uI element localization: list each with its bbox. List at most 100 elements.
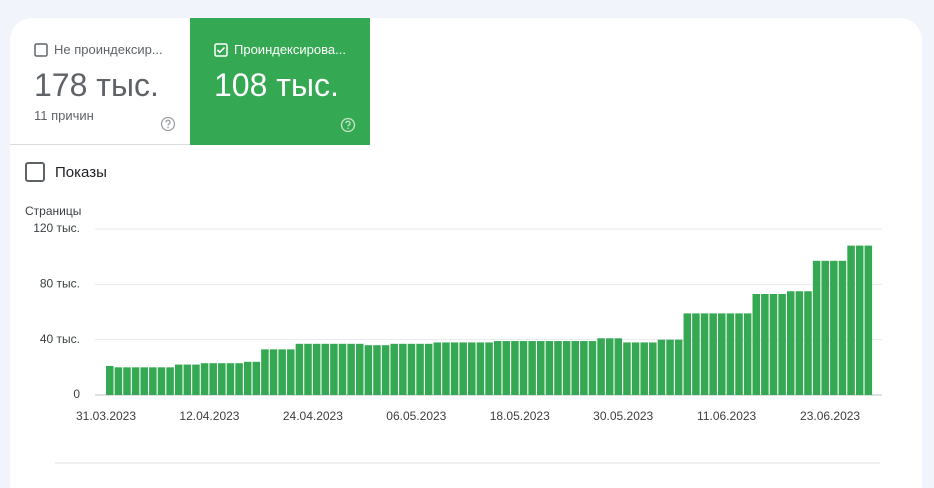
bar	[657, 339, 666, 395]
tab-not-indexed[interactable]: Не проиндексир... 178 тыс. 11 причин	[10, 18, 190, 145]
bar	[364, 345, 373, 395]
bar	[468, 342, 476, 395]
bar	[338, 343, 347, 395]
bar	[528, 341, 536, 395]
bar	[683, 313, 692, 395]
tab-header: Проиндексирова...	[214, 42, 370, 57]
bar	[649, 342, 657, 395]
bar	[554, 341, 562, 395]
bar	[519, 341, 528, 395]
bar	[355, 343, 364, 395]
bar	[174, 364, 183, 395]
bar	[485, 342, 493, 395]
x-tick-label: 30.05.2023	[593, 409, 653, 423]
bar	[580, 341, 588, 395]
bar	[183, 364, 192, 395]
bar	[433, 342, 442, 395]
tab-value: 178 тыс.	[34, 67, 159, 103]
bar	[304, 343, 312, 395]
bar	[123, 367, 131, 395]
bar	[243, 361, 252, 395]
bar	[795, 291, 804, 395]
bar	[847, 245, 855, 395]
checkbox[interactable]	[34, 42, 48, 57]
help-icon[interactable]	[340, 117, 356, 133]
bar	[252, 361, 261, 395]
bar	[287, 349, 295, 395]
bar	[295, 343, 304, 395]
bar	[830, 260, 838, 395]
bar	[399, 343, 407, 395]
bar	[493, 341, 502, 395]
impressions-label: Показы	[55, 163, 107, 181]
bar	[157, 367, 166, 395]
bar	[855, 245, 864, 395]
bar	[838, 260, 847, 395]
bar	[778, 294, 786, 395]
bar	[726, 313, 735, 395]
bar	[140, 367, 148, 395]
bar	[864, 245, 873, 395]
bar	[381, 345, 390, 395]
bar	[390, 343, 398, 395]
bar	[450, 342, 459, 395]
x-tick-label: 18.05.2023	[490, 409, 550, 423]
tab-indexed[interactable]: Проиндексирова... 108 тыс.	[190, 18, 370, 145]
bar	[804, 291, 812, 395]
bar	[373, 345, 381, 395]
checkbox-checked[interactable]	[214, 42, 228, 57]
y-tick-label: 120 тыс.	[33, 221, 80, 235]
y-tick-label: 0	[73, 387, 80, 401]
bar	[209, 363, 217, 395]
bar	[761, 294, 769, 395]
bar	[588, 341, 597, 395]
x-tick-label: 23.06.2023	[800, 409, 860, 423]
bar	[571, 341, 579, 395]
bar	[545, 341, 554, 395]
bar	[700, 313, 709, 395]
bar	[786, 291, 795, 395]
bar	[226, 363, 235, 395]
bar	[192, 364, 200, 395]
bar	[640, 342, 648, 395]
tab-label: Не проиндексир...	[54, 42, 163, 57]
bar	[424, 343, 433, 395]
bar	[131, 367, 140, 395]
bar	[106, 365, 114, 395]
bar	[235, 363, 243, 395]
page: Не проиндексир... 178 тыс. 11 причин Про…	[10, 18, 922, 488]
bar	[752, 294, 761, 395]
bar	[114, 367, 123, 395]
bar	[416, 343, 424, 395]
bar	[321, 343, 330, 395]
bar	[218, 363, 226, 395]
x-tick-label: 31.03.2023	[76, 409, 136, 423]
x-tick-label: 24.04.2023	[283, 409, 343, 423]
x-tick-label: 11.06.2023	[697, 409, 756, 423]
bar	[666, 339, 674, 395]
card: Не проиндексир... 178 тыс. 11 причин Про…	[10, 18, 922, 488]
help-icon[interactable]	[160, 116, 176, 132]
bar	[674, 339, 683, 395]
bar	[537, 341, 545, 395]
bar	[709, 313, 717, 395]
checkbox[interactable]	[25, 162, 45, 182]
tab-sub: 11 причин	[34, 108, 94, 123]
bar	[743, 313, 752, 395]
bar	[511, 341, 519, 395]
bar	[562, 341, 571, 395]
bar	[312, 343, 321, 395]
y-axis-title: Страницы	[25, 204, 81, 218]
bar	[407, 343, 416, 395]
bar	[166, 367, 174, 395]
x-tick-label: 12.04.2023	[179, 409, 239, 423]
bar	[812, 260, 821, 395]
bar	[476, 342, 485, 395]
bar	[442, 342, 450, 395]
impressions-toggle[interactable]: Показы	[25, 162, 107, 182]
bar	[269, 349, 278, 395]
chart: Страницы 0 40 тыс. 80 тыс. 120 тыс. 31.03.20…	[25, 204, 882, 464]
bar	[347, 343, 355, 395]
bar	[821, 260, 829, 395]
bar	[261, 349, 269, 395]
